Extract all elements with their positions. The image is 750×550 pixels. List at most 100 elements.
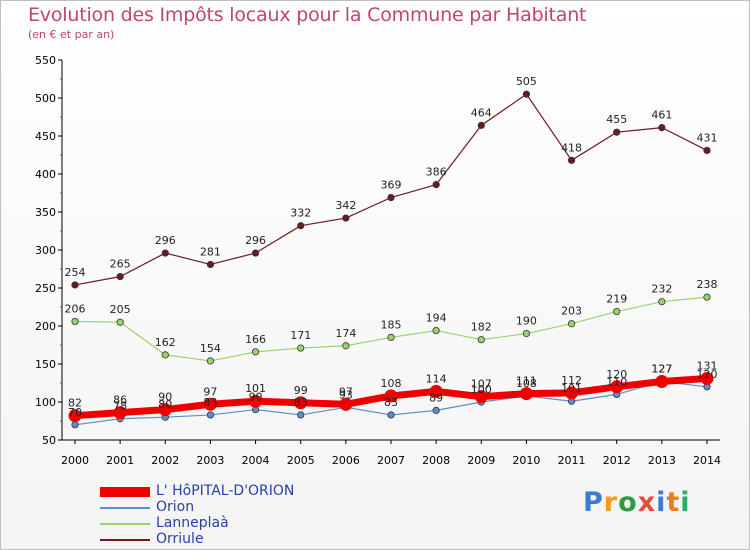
data-point (297, 344, 305, 352)
data-point (432, 406, 440, 414)
data-point (203, 397, 217, 411)
data-point (297, 222, 305, 230)
data-label: 166 (245, 333, 266, 346)
logo-letter: i (680, 487, 691, 518)
data-label: 127 (651, 362, 672, 375)
data-point (71, 317, 79, 326)
data-point (655, 374, 669, 388)
y-tick-label: 550 (35, 54, 56, 67)
data-point (477, 336, 485, 344)
y-tick-label: 250 (35, 282, 56, 295)
data-label: 120 (697, 368, 718, 381)
series-l-h-pital-d-orion (68, 371, 714, 423)
data-point (519, 387, 533, 401)
data-label: 455 (606, 113, 627, 126)
data-label: 114 (426, 372, 447, 385)
data-point (703, 146, 711, 155)
logo-letter: t (666, 487, 681, 518)
data-point (339, 397, 353, 411)
data-label: 464 (471, 106, 492, 119)
legend-swatch (100, 539, 150, 541)
data-label: 418 (561, 141, 582, 154)
y-tick-label: 450 (35, 130, 56, 143)
data-point (297, 411, 305, 419)
y-tick-label: 150 (35, 358, 56, 371)
data-point (522, 90, 531, 98)
data-label: 100 (471, 383, 492, 396)
data-label: 80 (158, 398, 172, 411)
data-label: 162 (155, 336, 176, 349)
data-point (567, 156, 576, 164)
x-tick-label: 2011 (558, 454, 586, 467)
data-label: 206 (65, 302, 86, 315)
data-point (429, 384, 443, 398)
data-point (703, 293, 711, 301)
x-tick-label: 2003 (196, 454, 224, 467)
legend-swatch (100, 487, 150, 497)
y-tick-label: 400 (35, 168, 56, 181)
chart-subtitle: (en € et par an) (28, 28, 115, 41)
x-tick-label: 2005 (287, 454, 315, 467)
data-point (342, 342, 350, 350)
x-tick-label: 2012 (603, 454, 631, 467)
data-label: 97 (339, 385, 353, 398)
data-label: 232 (651, 283, 672, 296)
data-label: 127 (651, 362, 672, 375)
data-label: 86 (113, 394, 127, 407)
data-label: 190 (516, 315, 537, 328)
data-label: 174 (335, 327, 356, 340)
data-label: 203 (561, 305, 582, 318)
data-label: 101 (245, 382, 266, 395)
data-label: 185 (381, 318, 402, 331)
data-label: 108 (381, 377, 402, 390)
data-point (71, 421, 79, 429)
data-label: 120 (606, 368, 627, 381)
data-label: 219 (606, 293, 627, 306)
data-label: 296 (245, 234, 266, 247)
data-point (71, 281, 79, 289)
data-point (522, 329, 531, 338)
data-point (613, 307, 621, 316)
data-label: 97 (203, 385, 217, 398)
logo-letter: r (603, 487, 619, 518)
data-label: 369 (381, 179, 402, 192)
data-point (116, 318, 124, 326)
logo-letter: i (656, 487, 667, 518)
data-label: 182 (471, 321, 492, 334)
data-label: 78 (113, 400, 127, 413)
data-label: 82 (68, 397, 82, 410)
data-point (658, 298, 666, 306)
x-tick-label: 2010 (512, 454, 540, 467)
data-label: 342 (335, 199, 356, 212)
logo-letter: o (618, 487, 638, 518)
data-label: 108 (516, 377, 537, 390)
proxiti-logo: Proxiti (583, 487, 691, 518)
data-point (565, 386, 579, 400)
data-label: 296 (155, 234, 176, 247)
data-point (251, 249, 260, 257)
data-point (206, 411, 215, 419)
series-lannepla (71, 293, 711, 365)
data-label: 101 (561, 382, 582, 395)
data-label: 265 (110, 258, 131, 271)
y-tick-label: 350 (35, 206, 56, 219)
y-tick-label: 200 (35, 320, 56, 333)
data-point (474, 390, 488, 404)
data-label: 461 (651, 109, 672, 122)
data-label: 90 (158, 391, 172, 404)
x-tick-label: 2007 (377, 454, 405, 467)
y-tick-label: 300 (35, 244, 56, 257)
data-label: 194 (426, 312, 447, 325)
x-tick-label: 2014 (693, 454, 721, 467)
x-tick-label: 2002 (151, 454, 179, 467)
data-label: 505 (516, 75, 537, 88)
data-point (116, 272, 124, 281)
x-tick-label: 2009 (467, 454, 495, 467)
data-label: 205 (110, 303, 131, 316)
series-orriule (71, 90, 711, 289)
x-tick-label: 2001 (106, 454, 134, 467)
legend-label: Lanneplaà (156, 515, 229, 531)
data-point (342, 214, 350, 222)
data-point (700, 371, 714, 385)
